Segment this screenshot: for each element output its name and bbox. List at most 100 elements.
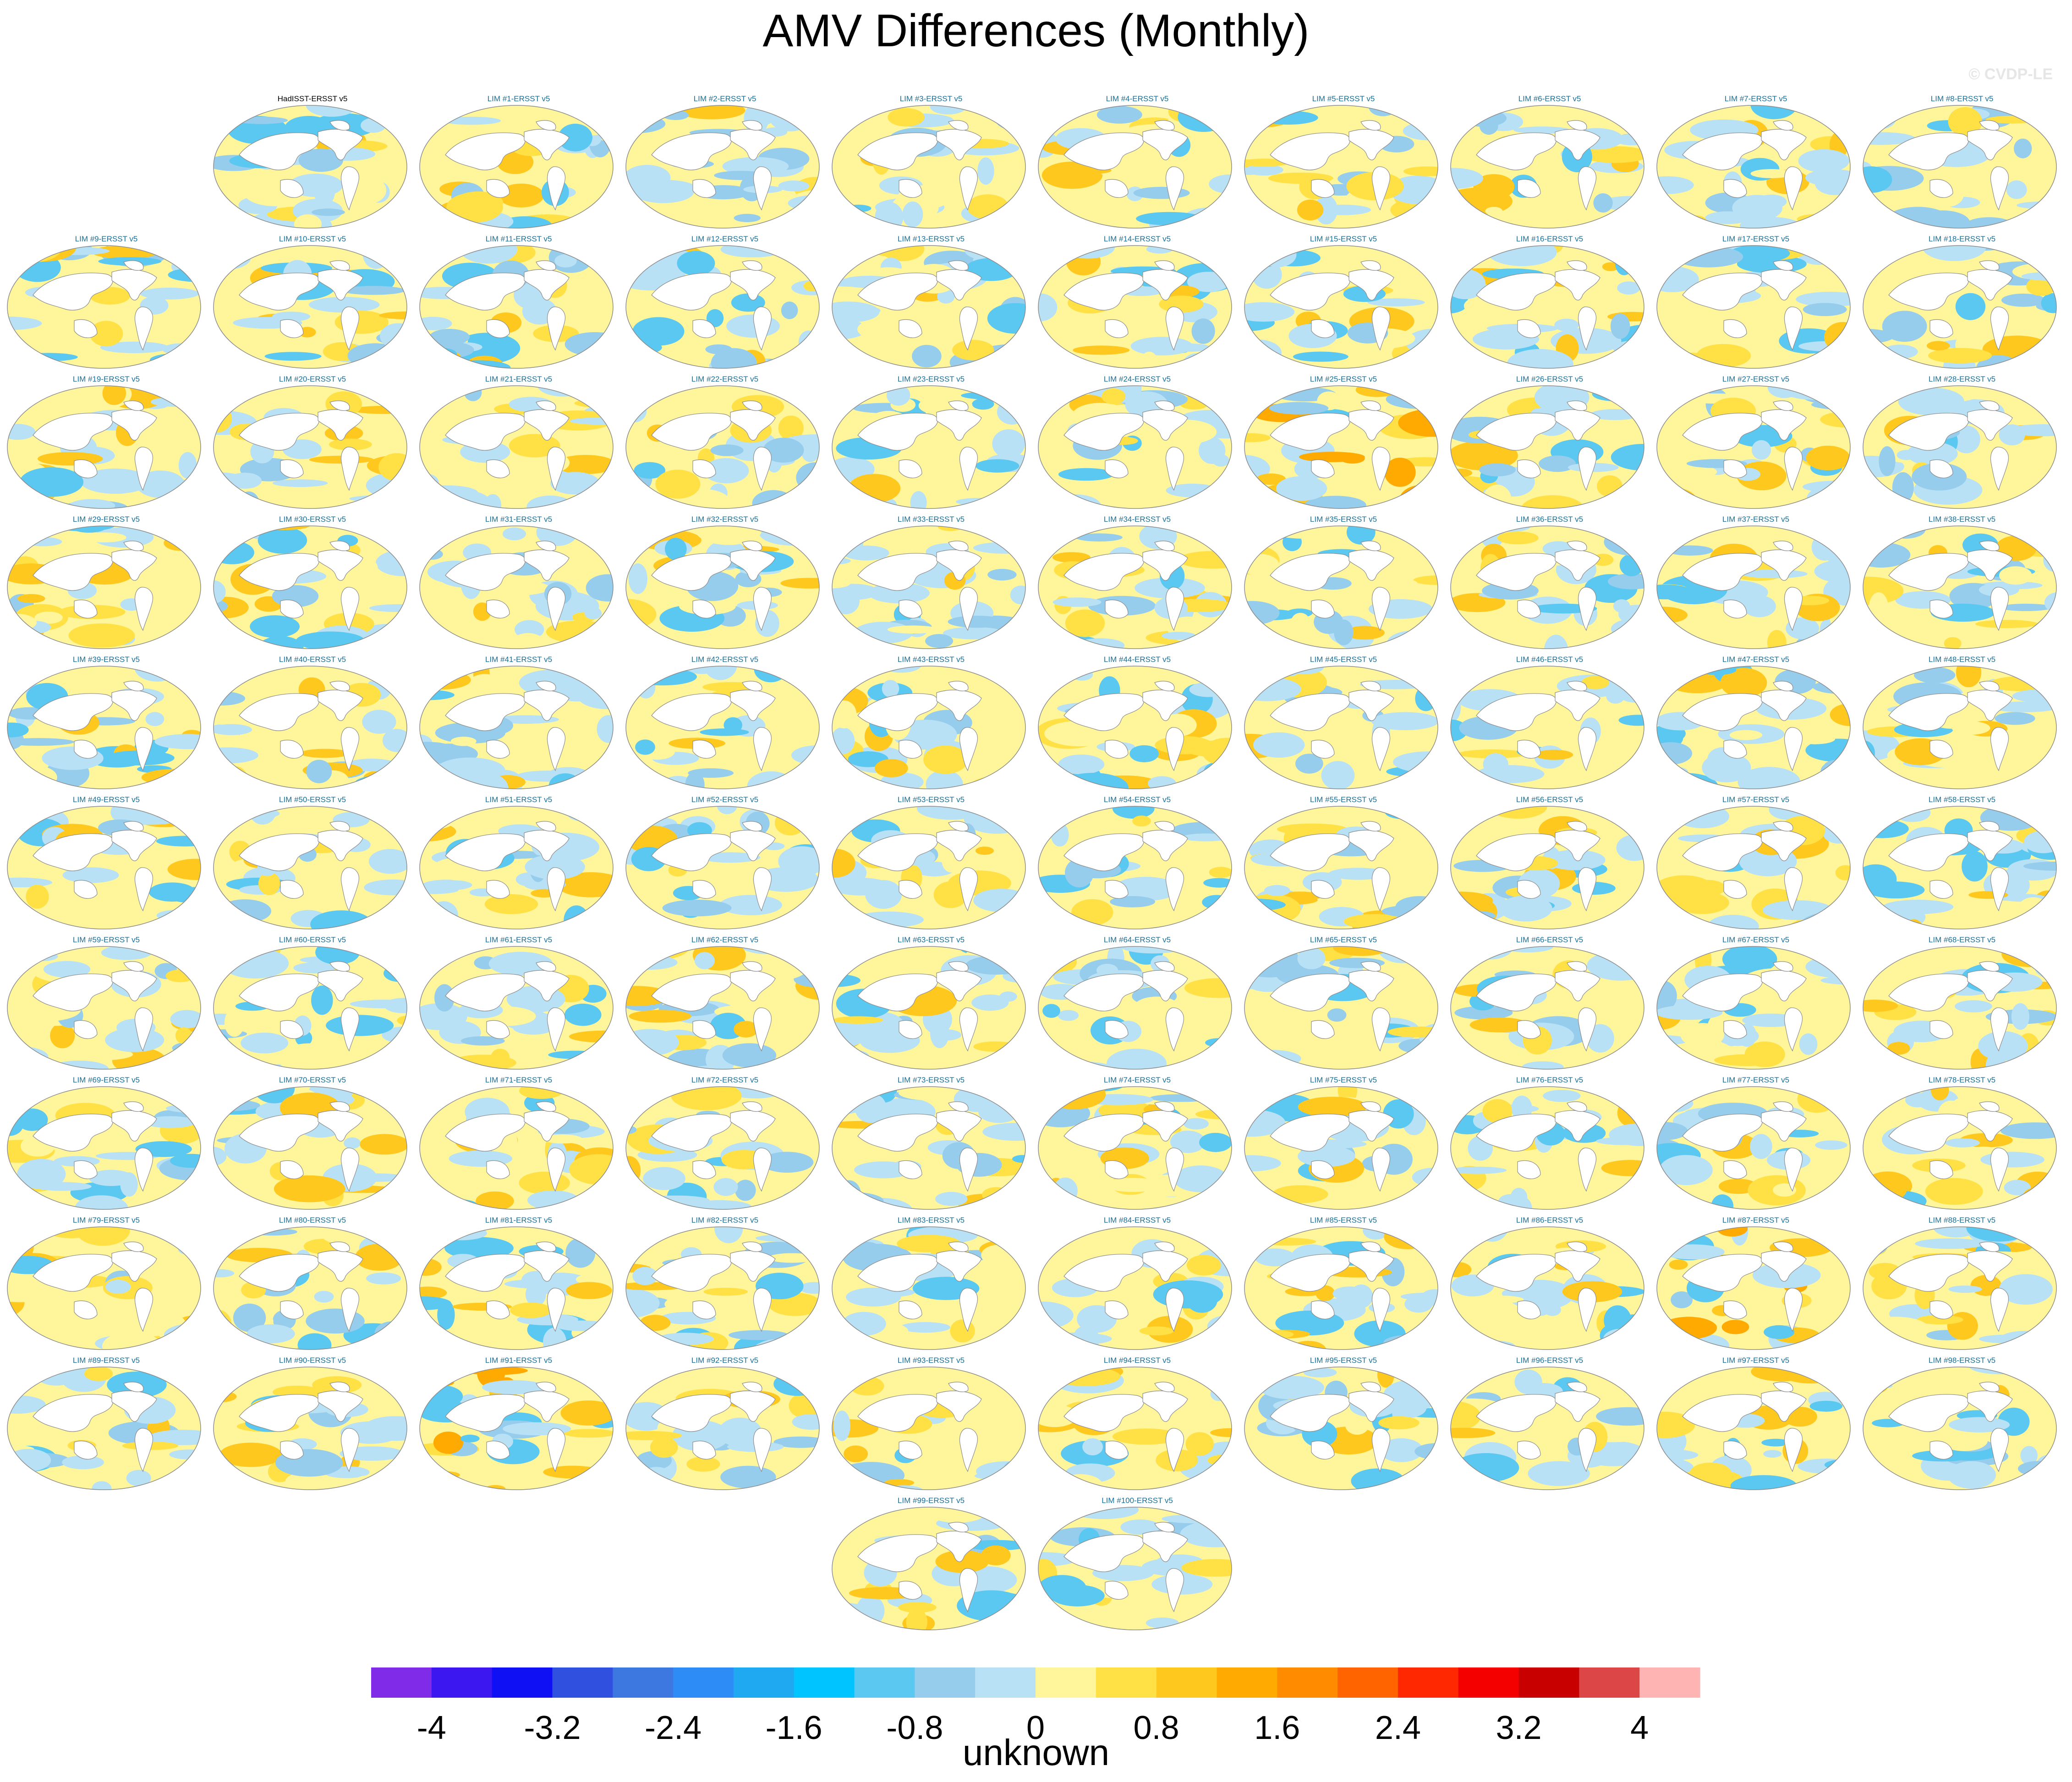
sst-difference-map [1244, 105, 1438, 229]
panel-title: LIM #18-ERSST v5 [1928, 235, 1996, 243]
map-panel: LIM #86-ERSST v5 [1449, 1216, 1650, 1353]
panel-title: LIM #73-ERSST v5 [897, 1076, 965, 1084]
map-panel: LIM #58-ERSST v5 [1861, 795, 2063, 933]
sst-difference-map [1863, 105, 2057, 229]
map-panel: LIM #61-ERSST v5 [418, 935, 619, 1073]
map-panel: LIM #10-ERSST v5 [212, 235, 413, 372]
colorbar-swatch [1639, 1667, 1700, 1698]
panel-title: LIM #29-ERSST v5 [72, 515, 140, 524]
map-panel: LIM #88-ERSST v5 [1861, 1216, 2063, 1353]
panel-title: LIM #87-ERSST v5 [1722, 1216, 1790, 1224]
colorbar-swatch [1156, 1667, 1217, 1698]
panel-title: LIM #21-ERSST v5 [485, 375, 553, 383]
panel-title: LIM #79-ERSST v5 [72, 1216, 140, 1224]
sst-difference-map [213, 245, 407, 369]
sst-difference-map [1038, 385, 1232, 509]
sst-difference-map [213, 385, 407, 509]
map-panel: LIM #76-ERSST v5 [1449, 1076, 1650, 1213]
sst-difference-map [419, 245, 614, 369]
panel-title: LIM #71-ERSST v5 [485, 1076, 553, 1084]
panel-title: LIM #62-ERSST v5 [691, 935, 759, 944]
map-panel: LIM #78-ERSST v5 [1861, 1076, 2063, 1213]
panel-title: LIM #20-ERSST v5 [279, 375, 346, 383]
sst-difference-map [1863, 525, 2057, 649]
panel-title: LIM #1-ERSST v5 [487, 94, 550, 103]
map-panel: LIM #91-ERSST v5 [418, 1356, 619, 1493]
panel-title: LIM #24-ERSST v5 [1103, 375, 1171, 383]
map-panel: LIM #70-ERSST v5 [212, 1076, 413, 1213]
map-panel: LIM #47-ERSST v5 [1655, 655, 1857, 793]
colorbar-tick-label: -0.8 [886, 1710, 943, 1746]
sst-difference-map [832, 946, 1026, 1070]
map-panel: LIM #42-ERSST v5 [624, 655, 826, 793]
sst-difference-map [832, 666, 1026, 789]
map-panel: LIM #100-ERSST v5 [1036, 1496, 1238, 1634]
panel-title: LIM #81-ERSST v5 [485, 1216, 553, 1224]
colorbar-tick-label: 3.2 [1496, 1710, 1541, 1746]
panel-title: LIM #4-ERSST v5 [1106, 94, 1169, 103]
sst-difference-map [1038, 525, 1232, 649]
sst-difference-map [1656, 525, 1851, 649]
sst-difference-map [625, 525, 820, 649]
map-panel: LIM #95-ERSST v5 [1243, 1356, 1444, 1493]
panel-title: LIM #2-ERSST v5 [693, 94, 756, 103]
map-panel: LIM #51-ERSST v5 [418, 795, 619, 933]
panel-title: LIM #98-ERSST v5 [1928, 1356, 1996, 1365]
map-panel: LIM #80-ERSST v5 [212, 1216, 413, 1353]
map-panel: LIM #67-ERSST v5 [1655, 935, 1857, 1073]
panel-title: LIM #64-ERSST v5 [1103, 935, 1171, 944]
sst-difference-map [1863, 946, 2057, 1070]
map-panel: LIM #1-ERSST v5 [418, 94, 619, 232]
map-panel: LIM #17-ERSST v5 [1655, 235, 1857, 372]
sst-difference-map [625, 1086, 820, 1210]
sst-difference-map [419, 1226, 614, 1350]
colorbar-swatch [915, 1667, 976, 1698]
colorbar-tick-label: -1.6 [766, 1710, 822, 1746]
map-panel: LIM #68-ERSST v5 [1861, 935, 2063, 1073]
panel-title: LIM #63-ERSST v5 [897, 935, 965, 944]
map-panel: LIM #39-ERSST v5 [5, 655, 207, 793]
map-panel: LIM #35-ERSST v5 [1243, 515, 1444, 652]
panel-title: LIM #66-ERSST v5 [1516, 935, 1584, 944]
panel-title: LIM #50-ERSST v5 [279, 795, 346, 804]
panel-title: LIM #19-ERSST v5 [72, 375, 140, 383]
panel-title: LIM #43-ERSST v5 [897, 655, 965, 664]
colorbar-swatch [1096, 1667, 1157, 1698]
panel-title: LIM #67-ERSST v5 [1722, 935, 1790, 944]
panel-title: LIM #26-ERSST v5 [1516, 375, 1584, 383]
sst-difference-map [832, 1367, 1026, 1490]
panel-title: LIM #90-ERSST v5 [279, 1356, 346, 1365]
map-panel: LIM #44-ERSST v5 [1036, 655, 1238, 793]
map-panel: LIM #69-ERSST v5 [5, 1076, 207, 1213]
sst-difference-map [419, 385, 614, 509]
panel-title: LIM #14-ERSST v5 [1103, 235, 1171, 243]
sst-difference-map [213, 666, 407, 789]
map-panel: LIM #62-ERSST v5 [624, 935, 826, 1073]
sst-difference-map [419, 946, 614, 1070]
panel-title: LIM #22-ERSST v5 [691, 375, 759, 383]
colorbar-swatch [1217, 1667, 1277, 1698]
sst-difference-map [419, 666, 614, 789]
colorbar-swatch [1036, 1667, 1096, 1698]
sst-difference-map [213, 525, 407, 649]
panel-title: LIM #49-ERSST v5 [72, 795, 140, 804]
map-panel: LIM #23-ERSST v5 [830, 375, 1032, 512]
panel-title: LIM #52-ERSST v5 [691, 795, 759, 804]
sst-difference-map [213, 1086, 407, 1210]
sst-difference-map [1450, 385, 1644, 509]
map-panel: LIM #22-ERSST v5 [624, 375, 826, 512]
map-panel: LIM #90-ERSST v5 [212, 1356, 413, 1493]
map-panel: LIM #79-ERSST v5 [5, 1216, 207, 1353]
panel-title: LIM #12-ERSST v5 [691, 235, 759, 243]
map-panel: LIM #31-ERSST v5 [418, 515, 619, 652]
map-panel: LIM #27-ERSST v5 [1655, 375, 1857, 512]
panel-title: LIM #53-ERSST v5 [897, 795, 965, 804]
panel-title: LIM #99-ERSST v5 [897, 1496, 965, 1505]
panel-title: LIM #89-ERSST v5 [72, 1356, 140, 1365]
panel-title: LIM #13-ERSST v5 [897, 235, 965, 243]
watermark: © CVDP-LE [1968, 66, 2053, 83]
sst-difference-map [1450, 1086, 1644, 1210]
panel-title: LIM #34-ERSST v5 [1103, 515, 1171, 524]
panel-title: LIM #60-ERSST v5 [279, 935, 346, 944]
